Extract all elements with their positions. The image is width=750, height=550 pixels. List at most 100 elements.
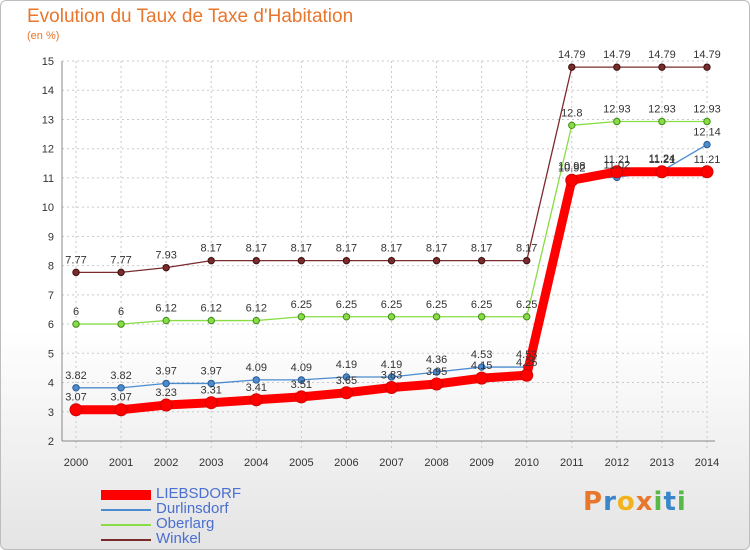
data-label-liebsdorf-2004: 3.41: [246, 382, 267, 394]
data-label-oberlarg-2010: 6.25: [516, 299, 537, 311]
y-tick-label-9: 9: [48, 231, 54, 243]
y-tick-label-3: 3: [48, 407, 54, 419]
brand-letter: i: [676, 487, 687, 517]
y-tick-label-7: 7: [48, 290, 54, 302]
point-liebsdorf-2001: [114, 403, 128, 417]
data-label-oberlarg-2004: 6.12: [246, 303, 267, 315]
point-durlinsdorf-2009: [477, 363, 486, 371]
point-oberlarg-2010: [523, 313, 531, 321]
point-oberlarg-2004: [252, 316, 260, 325]
point-oberlarg-2003: [207, 316, 215, 325]
data-label-durlinsdorf-2011: 10.98: [558, 161, 586, 173]
y-tick-label-2: 2: [48, 436, 54, 448]
data-label-liebsdorf-2002: 3.23: [155, 387, 176, 399]
point-oberlarg-2005: [297, 313, 306, 321]
brand-letter: i: [653, 487, 664, 517]
point-winkel-2005: [297, 256, 306, 265]
point-winkel-2012: [613, 63, 621, 71]
point-winkel-2000: [72, 268, 80, 277]
chart-subtitle: (en %): [27, 30, 60, 42]
legend: LIEBSDORF Durlinsdorf Oberlarg Winkel: [101, 485, 301, 547]
y-tick-label-12: 12: [42, 144, 54, 156]
data-label-durlinsdorf-2013: 11.24: [649, 153, 676, 165]
data-label-durlinsdorf-2009: 4.53: [471, 349, 492, 361]
data-label-oberlarg-2013: 12.93: [648, 104, 676, 116]
legend-label-oberlarg: Oberlarg: [156, 515, 215, 532]
x-tick-label-2001: 2001: [109, 457, 133, 469]
x-tick-label-2012: 2012: [605, 457, 629, 469]
point-oberlarg-2006: [342, 313, 351, 321]
y-tick-label-10: 10: [42, 202, 54, 214]
legend-label-winkel: Winkel: [156, 530, 202, 547]
data-label-durlinsdorf-2001: 3.82: [110, 370, 131, 382]
data-label-liebsdorf-2012: 11.21: [603, 154, 630, 166]
point-liebsdorf-2000: [69, 403, 83, 417]
point-oberlarg-2007: [387, 313, 396, 321]
point-winkel-2003: [207, 256, 215, 265]
data-label-oberlarg-2007: 6.25: [381, 299, 402, 311]
point-liebsdorf-2014: [700, 165, 714, 179]
data-label-liebsdorf-2011: 10.92: [558, 162, 586, 174]
x-tick-label-2013: 2013: [650, 457, 674, 469]
point-oberlarg-2000: [72, 320, 80, 328]
point-liebsdorf-2008: [430, 377, 444, 391]
brand-logo: Proxiti: [583, 487, 687, 517]
legend-item-liebsdorf: LIEBSDORF: [101, 485, 301, 502]
data-label-winkel-2000: 7.77: [65, 254, 86, 266]
point-oberlarg-2012: [613, 117, 621, 126]
point-liebsdorf-2010: [520, 368, 534, 382]
point-winkel-2013: [658, 63, 666, 71]
data-label-winkel-2013: 14.79: [648, 49, 676, 61]
y-tick-label-11: 11: [43, 173, 54, 185]
data-label-oberlarg-2011: 12.8: [561, 107, 582, 119]
point-durlinsdorf-2002: [162, 379, 170, 388]
y-tick-label-4: 4: [48, 378, 54, 390]
brand-letter: x: [635, 487, 654, 517]
data-label-winkel-2001: 7.77: [110, 254, 131, 266]
data-label-winkel-2003: 8.17: [201, 243, 222, 255]
data-label-winkel-2002: 7.93: [155, 250, 176, 262]
point-oberlarg-2014: [703, 117, 711, 126]
point-liebsdorf-2007: [385, 381, 398, 395]
data-label-oberlarg-2001: 6: [118, 306, 124, 318]
data-label-winkel-2014: 14.79: [693, 49, 721, 61]
x-tick-label-2003: 2003: [199, 457, 223, 469]
data-label-oberlarg-2014: 12.93: [693, 104, 721, 116]
data-label-winkel-2008: 8.17: [426, 243, 447, 255]
data-label-liebsdorf-2007: 3.83: [381, 370, 402, 382]
point-oberlarg-2008: [432, 313, 441, 321]
data-label-winkel-2011: 14.79: [558, 49, 586, 61]
data-label-durlinsdorf-2006: 4.19: [336, 359, 357, 371]
point-oberlarg-2009: [477, 313, 486, 321]
data-label-winkel-2004: 8.17: [246, 243, 267, 255]
point-durlinsdorf-2000: [72, 384, 80, 392]
point-durlinsdorf-2008: [432, 368, 441, 376]
y-tick-label-15: 15: [42, 56, 54, 68]
data-label-winkel-2012: 14.79: [603, 49, 631, 61]
x-tick-label-2008: 2008: [424, 457, 448, 469]
point-oberlarg-2002: [162, 316, 170, 325]
data-label-oberlarg-2009: 6.25: [471, 299, 492, 311]
point-winkel-2004: [252, 256, 260, 265]
data-label-oberlarg-2005: 6.25: [291, 299, 312, 311]
chart-title: Evolution du Taux de Taxe d'Habitation: [27, 6, 354, 27]
data-label-liebsdorf-2005: 3.51: [291, 379, 312, 391]
y-tick-label-8: 8: [48, 261, 54, 273]
brand-letter: o: [616, 487, 636, 517]
data-label-durlinsdorf-2010: 4.53: [516, 349, 537, 361]
data-label-durlinsdorf-2014: 12.14: [693, 127, 721, 139]
data-label-liebsdorf-2006: 3.65: [336, 375, 357, 387]
point-winkel-2002: [162, 263, 170, 272]
point-liebsdorf-2011: [565, 173, 579, 187]
data-label-winkel-2009: 8.17: [471, 243, 492, 255]
data-label-liebsdorf-2010: 4.25: [516, 357, 537, 369]
legend-swatch-liebsdorf: [101, 490, 151, 500]
point-oberlarg-2001: [117, 320, 125, 328]
data-label-liebsdorf-2000: 3.07: [65, 392, 86, 404]
data-label-liebsdorf-2014: 11.21: [694, 154, 721, 166]
brand-letter: P: [583, 487, 604, 517]
data-label-winkel-2006: 8.17: [336, 243, 357, 255]
data-label-durlinsdorf-2002: 3.97: [155, 365, 176, 377]
